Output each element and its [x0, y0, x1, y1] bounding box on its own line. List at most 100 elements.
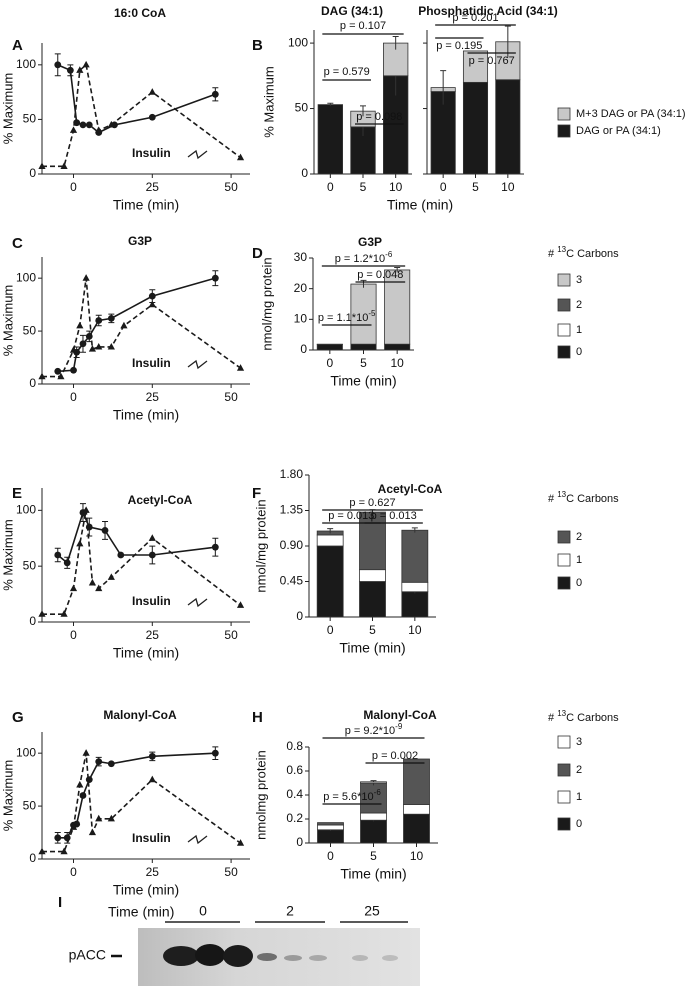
point	[54, 61, 62, 69]
p-value: p = 0.579	[324, 66, 370, 78]
legend-label: 3	[576, 274, 582, 286]
p-value: p = 0.195	[436, 40, 482, 52]
legend-title-sup: 13	[557, 709, 566, 718]
point	[148, 752, 156, 760]
point	[107, 342, 115, 350]
error-bar	[504, 25, 511, 58]
y-tick-label: 0.6	[286, 763, 303, 777]
point	[60, 162, 68, 169]
chart-title: Phosphatidic Acid (34:1)	[418, 4, 558, 18]
bar-segment	[430, 91, 456, 175]
blot-band	[223, 945, 253, 967]
p-value: p = 9.2*10-9	[345, 722, 403, 737]
y-tick-label: 0	[296, 835, 303, 849]
y-tick-label: 0.4	[286, 787, 303, 801]
point	[101, 527, 109, 534]
bar-segment	[359, 581, 386, 618]
blot-band	[382, 955, 398, 961]
y-tick-label: 100	[16, 745, 36, 759]
y-tick-label: 0.2	[286, 811, 303, 825]
blot-group-label: 25	[364, 903, 380, 919]
blot-group-label: 0	[199, 903, 207, 919]
blot-band	[163, 946, 199, 966]
p-value: p = 0.201	[452, 12, 498, 24]
legend-swatch	[557, 763, 571, 777]
error-bar	[327, 528, 334, 534]
point	[88, 828, 97, 836]
point	[82, 749, 90, 756]
point	[85, 121, 93, 129]
legend-label: 0	[576, 577, 582, 589]
point	[211, 543, 219, 551]
legend-title-prefix: #	[548, 493, 557, 505]
point	[148, 551, 156, 559]
panel-label: F	[252, 485, 261, 502]
point	[54, 367, 62, 375]
point	[211, 274, 219, 282]
x-tick-label: 0	[440, 180, 447, 194]
bar-segment	[403, 804, 430, 815]
bar-segment	[350, 343, 377, 351]
error-bar	[440, 70, 447, 105]
panel-label: E	[12, 485, 22, 502]
point	[38, 610, 46, 617]
point	[57, 372, 65, 380]
legend-swatch	[557, 576, 571, 590]
x-tick-label: 10	[408, 623, 422, 637]
x-tick-label: 0	[70, 390, 77, 404]
y-tick-label: 100	[16, 270, 36, 284]
x-tick-label: 50	[224, 865, 238, 879]
panel-label: H	[252, 709, 263, 726]
panel-label: A	[12, 37, 23, 54]
y-tick-label: 50	[23, 112, 37, 126]
point	[69, 584, 78, 592]
point	[54, 551, 62, 559]
blot-group-label: 2	[286, 903, 294, 919]
x-tick-label: 25	[146, 390, 160, 404]
point	[60, 610, 68, 617]
x-tick-label: 0	[327, 180, 334, 194]
blot-band	[352, 955, 368, 961]
legend-swatch	[557, 790, 571, 804]
x-axis-label: Time (min)	[339, 640, 405, 656]
error-bar	[327, 102, 334, 106]
legend-swatch	[557, 530, 571, 544]
blot-band	[257, 953, 277, 961]
bar-segment	[317, 829, 344, 844]
point	[148, 534, 156, 541]
legend-title: # 13C Carbons	[548, 245, 619, 260]
x-tick-label: 50	[224, 390, 238, 404]
point	[79, 792, 87, 799]
legend-label: 0	[576, 346, 582, 358]
x-axis-label: Time (min)	[340, 866, 406, 882]
p-value-prefix: p = 9.2*10	[345, 725, 395, 737]
bar-segment	[462, 50, 489, 83]
legend-label: 1	[576, 324, 582, 336]
point	[63, 559, 71, 567]
chart-title: Acetyl-CoA	[128, 493, 193, 507]
bar-segment	[401, 581, 429, 593]
p-value: p = 0.098	[356, 111, 402, 123]
bar-segment	[495, 79, 521, 175]
bar-segment	[359, 511, 386, 571]
annotation-mark	[187, 597, 208, 608]
x-tick-label: 5	[472, 180, 479, 194]
point	[70, 366, 77, 374]
p-value: p = 0.627	[349, 497, 395, 509]
x-tick-label: 5	[369, 623, 376, 637]
y-tick-label: 0	[29, 851, 36, 865]
legend-label: 0	[576, 818, 582, 830]
p-value: p = 0.013	[328, 510, 374, 522]
blot-panel: I Time (min) 0 2 25 pACC	[58, 894, 420, 986]
annotation: Insulin	[132, 831, 171, 845]
point	[76, 66, 84, 73]
point	[60, 847, 68, 855]
legend-title-suffix: C Carbons	[566, 248, 619, 260]
bar-segment	[403, 813, 430, 844]
x-tick-label: 5	[360, 356, 367, 370]
x-tick-label: 50	[224, 180, 238, 194]
point	[107, 760, 115, 768]
x-axis-label: Time (min)	[113, 197, 179, 213]
legend-swatch	[557, 323, 571, 337]
p-value-prefix: p = 1.2*10	[335, 253, 385, 265]
